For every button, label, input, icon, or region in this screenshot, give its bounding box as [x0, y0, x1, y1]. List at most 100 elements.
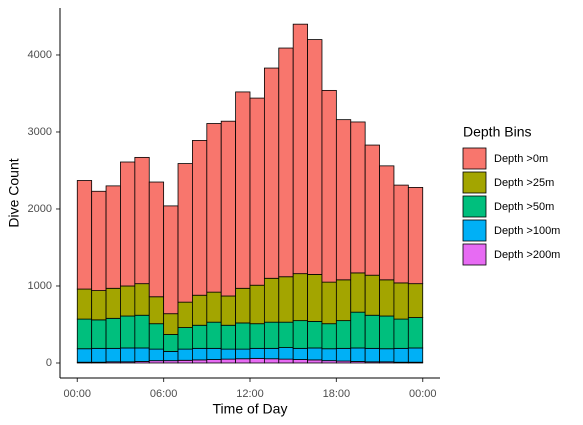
- bar-segment: [163, 205, 179, 315]
- y-tick-label: 4000: [28, 49, 52, 61]
- bar-segment: [91, 290, 107, 321]
- bar-segment: [177, 301, 193, 328]
- bar-segment: [177, 348, 193, 361]
- bar-segment: [335, 119, 352, 281]
- bar-segment: [321, 89, 337, 283]
- bar-segment: [263, 358, 280, 364]
- bar-segment: [105, 185, 121, 289]
- bar-segment: [263, 67, 280, 279]
- bar-segment: [393, 318, 409, 349]
- bar-segment: [206, 359, 222, 364]
- bar-segment: [120, 161, 136, 287]
- bar-segment: [206, 291, 222, 323]
- bar-segment: [177, 359, 193, 364]
- bar-segment: [263, 321, 280, 349]
- bar-segment: [249, 347, 265, 359]
- bar-segment: [148, 323, 165, 350]
- bar-segment: [307, 321, 323, 349]
- bar-segment: [148, 296, 165, 325]
- bar-segment: [278, 276, 294, 323]
- bar-segment: [192, 294, 208, 326]
- bar-segment: [263, 347, 280, 360]
- legend-title: Depth Bins: [463, 124, 531, 140]
- x-tick-label: 00:00: [64, 388, 92, 400]
- bar-segment: [278, 347, 294, 360]
- legend-key: [462, 195, 487, 218]
- bar-segment: [91, 347, 107, 363]
- bar-segment: [393, 184, 409, 284]
- bar-segment: [134, 347, 150, 362]
- bar-segment: [235, 322, 251, 350]
- bar-segment: [249, 357, 265, 364]
- bar-segment: [220, 120, 237, 297]
- bar-segment: [364, 144, 380, 276]
- bar-segment: [206, 347, 222, 360]
- y-tick-label: 1000: [28, 280, 52, 292]
- bar-segment: [407, 317, 424, 349]
- bar-segment: [76, 180, 93, 290]
- bar-segment: [307, 359, 323, 364]
- bar-segment: [364, 314, 380, 349]
- bar-segment: [407, 187, 424, 285]
- bar-segment: [192, 140, 208, 296]
- bar-segment: [379, 315, 395, 350]
- y-axis-title: Dive Count: [6, 158, 22, 227]
- x-tick-label: 06:00: [150, 388, 178, 400]
- bar-segment: [379, 279, 395, 317]
- bar-segment: [307, 39, 323, 275]
- bar-segment: [292, 23, 308, 275]
- bar-segment: [177, 327, 193, 350]
- bar-segment: [120, 315, 136, 349]
- bar-segment: [407, 347, 424, 363]
- bar-segment: [134, 156, 150, 285]
- bar-segment: [379, 348, 395, 363]
- y-tick-label: 3000: [28, 126, 52, 138]
- bar-segment: [148, 348, 165, 362]
- bar-segment: [350, 311, 366, 349]
- bar-segment: [335, 347, 352, 362]
- bar-segment: [335, 279, 352, 322]
- bar-segment: [364, 274, 380, 316]
- bar-segment: [321, 323, 337, 350]
- bar-segment: [76, 348, 93, 363]
- bar-segment: [393, 282, 409, 320]
- bar-segment: [393, 347, 409, 363]
- bar-segment: [76, 288, 93, 320]
- bar-segment: [307, 274, 323, 322]
- bar-segment: [91, 319, 107, 349]
- bar-segment: [235, 358, 251, 364]
- bar-segment: [163, 334, 179, 352]
- bar-segment: [91, 190, 107, 292]
- bar-segment: [105, 287, 121, 319]
- bar-segment: [235, 91, 251, 289]
- x-axis-title: Time of Day: [213, 401, 288, 417]
- bar-segment: [120, 347, 136, 363]
- bar-segment: [350, 272, 366, 313]
- bar-segment: [249, 323, 265, 349]
- x-tick-label: 18:00: [323, 388, 351, 400]
- bar-segment: [163, 351, 179, 362]
- bar-segment: [379, 165, 395, 281]
- legend-label: Depth >200m: [494, 249, 560, 261]
- bar-segment: [76, 318, 93, 350]
- legend-label: Depth >0m: [494, 153, 548, 165]
- bar-segment: [177, 163, 193, 303]
- bar-segment: [220, 295, 237, 326]
- x-tick-label: 00:00: [409, 388, 437, 400]
- bar-segment: [220, 358, 237, 364]
- bar-segment: [292, 359, 308, 364]
- legend-key: [462, 171, 487, 194]
- bar-segment: [148, 181, 165, 298]
- bar-segment: [192, 359, 208, 364]
- bar-segment: [278, 321, 294, 348]
- x-tick-label: 12:00: [236, 388, 264, 400]
- bar-segment: [134, 283, 150, 316]
- bar-segment: [192, 324, 208, 349]
- bar-segment: [105, 317, 121, 349]
- bar-segment: [364, 347, 380, 363]
- bar-segment: [163, 313, 179, 335]
- bar-segment: [292, 320, 308, 349]
- bar-segment: [307, 347, 323, 361]
- bar-segment: [335, 320, 352, 349]
